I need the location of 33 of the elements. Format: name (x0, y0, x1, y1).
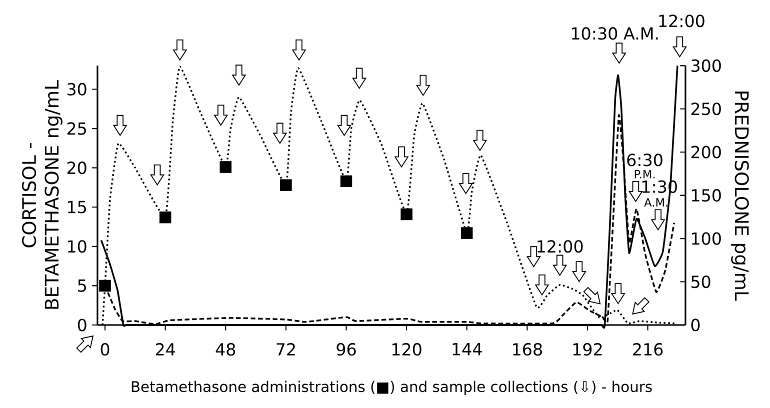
x-tick-label: 72 (276, 343, 295, 356)
y-tick-label: 10 (68, 240, 86, 253)
y2-tick-label: 100 (692, 232, 721, 245)
y-tick-label: 25 (67, 122, 86, 135)
annotation: A.M. (644, 198, 668, 207)
y-tick-label: 20 (67, 162, 86, 174)
x-tick-label: 192 (573, 343, 602, 356)
x-tick-label: 48 (216, 343, 236, 356)
x-tick-label: 216 (633, 343, 663, 356)
y-axis-title: CORTISOL - BETAMETHASONE ng/mL (22, 80, 62, 309)
y-tick-label: 0 (78, 318, 86, 332)
y2-tick-label: 250 (691, 102, 721, 116)
x-tick-label: 120 (392, 343, 422, 356)
x-axis-title: Betamethasone administrations (■) and sample collections (⇩) - hours (132, 380, 652, 396)
annotation: 6:30 (627, 154, 662, 166)
text: 12:00 (659, 14, 704, 28)
y2-tick-label: 150 (692, 189, 721, 202)
annotation: P.M. (634, 170, 655, 178)
y2-axis-title: PREDNISOLONE pg/mL (731, 92, 749, 301)
x-tick-label: 168 (513, 343, 542, 356)
x-tick-label: 144 (452, 343, 482, 356)
x-tick-label: 24 (156, 343, 175, 356)
y2-tick-label: 300 (691, 59, 721, 72)
x-tick-label: 96 (336, 343, 356, 356)
y2-tick-label: 200 (691, 146, 721, 158)
annotation: 12:00 (538, 240, 583, 253)
y2-tick-label: 50 (691, 275, 710, 288)
y-tick-label: 5 (78, 280, 86, 292)
y-tick-label: 15 (68, 200, 86, 214)
y-tick-label: 30 (67, 82, 86, 96)
text: 10:30 A.M. (572, 27, 658, 40)
x-tick-label: 0 (100, 343, 110, 356)
y2-tick-label: 0 (691, 318, 700, 332)
